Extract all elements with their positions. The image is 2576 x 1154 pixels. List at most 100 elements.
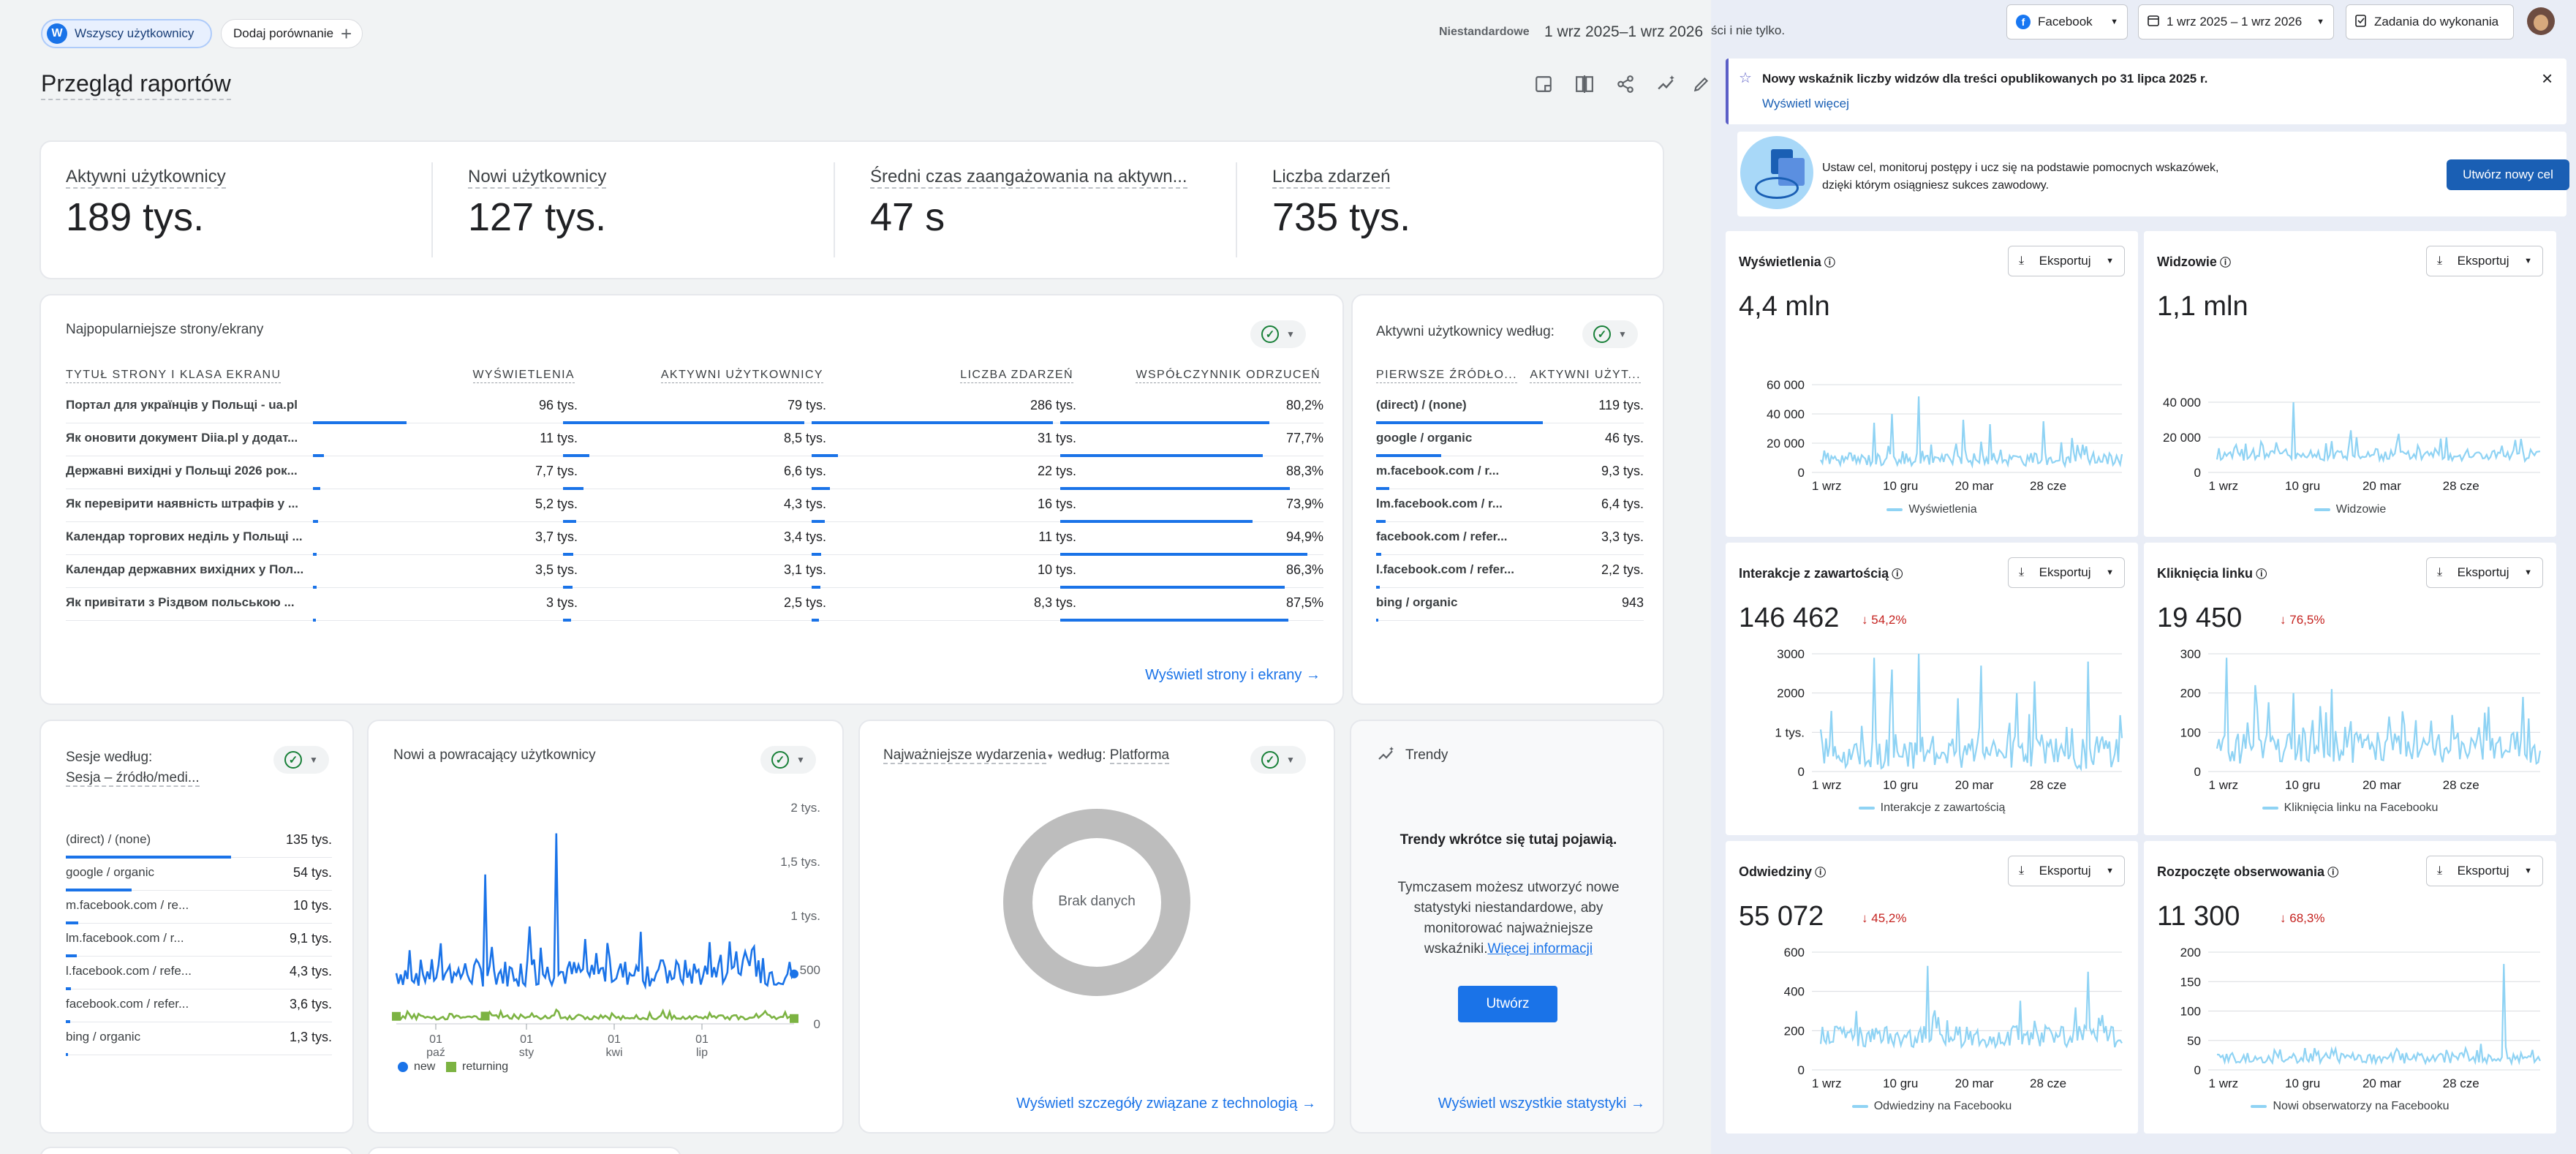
info-icon[interactable]: ⓘ (1812, 867, 1827, 879)
view-insights-link[interactable]: Wyświetl wszystkie statystyki → (1438, 1095, 1645, 1112)
chevron-down-icon: ▼ (1618, 329, 1627, 339)
list-item[interactable]: facebook.com / refer... 3,6 tys. (66, 989, 332, 1023)
value-bar (812, 586, 820, 589)
table-row[interactable]: bing / organic 943 (1376, 588, 1644, 622)
add-compare-button[interactable]: Dodaj porównanie + (221, 19, 363, 48)
export-button[interactable]: ⤓ Eksportuj ▼ (2426, 246, 2543, 276)
export-button[interactable]: ⤓ Eksportuj ▼ (2008, 246, 2125, 276)
page-title: Przegląd raportów (41, 70, 231, 100)
date-range[interactable]: 1 wrz 2025–1 wrz 2026 (1544, 23, 1704, 40)
export-button[interactable]: ⤓ Eksportuj ▼ (2008, 557, 2125, 588)
notice-link[interactable]: Wyświetl więcej (1762, 97, 1849, 110)
table-row[interactable]: lm.facebook.com / r... 6,4 tys. (1376, 489, 1644, 523)
column-header[interactable]: PIERWSZE ŹRÓDŁO... (1376, 369, 1517, 383)
page-title-cell[interactable]: Як привітати з Різдвом польською ... (66, 595, 295, 609)
table-row[interactable]: Як оновити документ Diia.pl у додат... 11… (66, 423, 1323, 457)
status-dropdown[interactable]: ✓ ▼ (1250, 320, 1306, 348)
value-bar (66, 889, 132, 891)
view-tech-link[interactable]: Wyświetl szczegóły związane z technologi… (1016, 1095, 1316, 1112)
metric-title: Rozpoczęte obserwowania ⓘ (2157, 864, 2338, 880)
table-row[interactable]: google / organic 46 tys. (1376, 423, 1644, 457)
column-header[interactable]: LICZBA ZDARZEŃ (960, 369, 1073, 383)
check-icon: ✓ (1261, 325, 1280, 343)
list-item[interactable]: bing / organic 1,3 tys. (66, 1022, 332, 1056)
date-range-dropdown[interactable]: 1 wrz 2025 – 1 wrz 2026 ▼ (2138, 4, 2334, 39)
list-item[interactable]: lm.facebook.com / r... 9,1 tys. (66, 924, 332, 957)
column-header[interactable]: AKTYWNI UŻYT... (1530, 369, 1641, 383)
card-title[interactable]: Najważniejsze wydarzenia▼ według: Platfo… (883, 747, 1170, 764)
page-title-cell[interactable]: Державні вихідні у Польщі 2026 рок... (66, 464, 298, 478)
info-icon[interactable]: ⓘ (2324, 867, 2339, 879)
table-row[interactable]: Як привітати з Різдвом польською ... 3 ty… (66, 588, 1323, 622)
column-header[interactable]: WSPÓŁCZYNNIK ODRZUCEŃ (1136, 369, 1321, 383)
metric-cell: 3,1 tys. (783, 562, 826, 577)
goal-card: Ustaw cel, monitoruj postępy i ucz się n… (1737, 132, 2569, 216)
page-title-cell[interactable]: Як перевірити наявність штрафів у ... (66, 497, 299, 510)
create-goal-button[interactable]: Utwórz nowy cel (2447, 159, 2569, 190)
tasks-button[interactable]: Zadania do wykonania (2346, 4, 2514, 39)
table-row[interactable]: m.facebook.com / r... 9,3 tys. (1376, 456, 1644, 490)
partial-card (39, 1147, 354, 1154)
info-icon[interactable]: ⓘ (2253, 568, 2267, 581)
page-title-cell[interactable]: Календар торгових неділь у Польщі ... (66, 529, 303, 543)
table-row[interactable]: facebook.com / refer... 3,3 tys. (1376, 522, 1644, 556)
all-users-chip[interactable]: W Wszyscy użytkownicy (41, 19, 212, 48)
value-bar (1060, 619, 1288, 622)
value-bar (1376, 586, 1380, 589)
column-header[interactable]: WYŚWIETLENIA (472, 369, 575, 383)
export-button[interactable]: ⤓ Eksportuj ▼ (2426, 856, 2543, 886)
metric-value: 11 300 (2157, 901, 2240, 932)
table-row[interactable]: (direct) / (none) 119 tys. (1376, 391, 1644, 424)
status-dropdown[interactable]: ✓ ▼ (1582, 320, 1638, 348)
view-pages-link[interactable]: Wyświetl strony i ekrany → (1145, 667, 1321, 684)
info-icon[interactable]: ⓘ (1821, 257, 1835, 269)
metric-cell: 6,6 tys. (783, 464, 826, 478)
list-item[interactable]: google / organic 54 tys. (66, 858, 332, 891)
table-row[interactable]: l.facebook.com / refer... 2,2 tys. (1376, 555, 1644, 589)
list-item[interactable]: l.facebook.com / refe... 4,3 tys. (66, 957, 332, 990)
insights-icon[interactable] (1654, 72, 1679, 97)
create-button[interactable]: Utwórz (1458, 986, 1557, 1022)
column-header[interactable]: TYTUŁ STRONY I KLASA EKRANU (66, 369, 282, 383)
kpi-engagement-time[interactable]: Średni czas zaangażowania na aktywn... 4… (870, 167, 1187, 240)
series-marker (392, 1011, 401, 1021)
page-title-cell[interactable]: Календар державних вихідних у Пол... (66, 562, 304, 576)
platform-dropdown[interactable]: f Facebook ▼ (2006, 4, 2128, 39)
export-button[interactable]: ⤓ Eksportuj ▼ (2426, 557, 2543, 588)
status-dropdown[interactable]: ✓ ▼ (760, 746, 816, 774)
list-item[interactable]: m.facebook.com / re... 10 tys. (66, 891, 332, 924)
share-icon[interactable] (1613, 72, 1638, 97)
close-icon[interactable]: × (2542, 67, 2553, 89)
note-icon[interactable] (1531, 72, 1556, 97)
kpi-event-count[interactable]: Liczba zdarzeń 735 tys. (1272, 167, 1410, 240)
page-title-cell[interactable]: Портал для українців у Польщі - ua.pl (66, 398, 298, 412)
table-row[interactable]: Календар державних вихідних у Пол... 3,5 … (66, 555, 1323, 589)
list-item[interactable]: (direct) / (none) 135 tys. (66, 825, 332, 859)
export-button[interactable]: ⤓ Eksportuj ▼ (2008, 856, 2125, 886)
compare-icon[interactable] (1572, 72, 1597, 97)
table-row[interactable]: Як перевірити наявність штрафів у ... 5,2… (66, 489, 1323, 523)
status-dropdown[interactable]: ✓ ▼ (273, 746, 329, 774)
metric-cell: 8,3 tys. (1033, 595, 1076, 610)
edit-icon[interactable] (1692, 72, 1711, 97)
x-tick-label: 28 cze (2443, 479, 2479, 493)
source-name: facebook.com / refer... (1376, 529, 1508, 543)
goal-text: Ustaw cel, monitoruj postępy i ucz się n… (1822, 162, 2219, 192)
kpi-active-users[interactable]: Aktywni użytkownicy 189 tys. (66, 167, 226, 240)
kpi-new-users[interactable]: Nowi użytkownicy 127 tys. (468, 167, 607, 240)
more-info-link[interactable]: Więcej informacji (1487, 941, 1593, 957)
check-icon: ✓ (284, 751, 303, 769)
page-title-cell[interactable]: Як оновити документ Diia.pl у додат... (66, 431, 298, 445)
info-icon[interactable]: ⓘ (1889, 568, 1903, 581)
avatar[interactable] (2527, 7, 2555, 35)
info-icon[interactable]: ⓘ (2216, 257, 2232, 269)
table-row[interactable]: Календар торгових неділь у Польщі ... 3,7… (66, 522, 1323, 556)
metric-series-line (2216, 964, 2541, 1066)
change-badge: ↓ 68,3% (2280, 911, 2324, 926)
status-dropdown[interactable]: ✓ ▼ (1250, 746, 1306, 774)
source-name: google / organic (1376, 431, 1473, 445)
check-icon: ✓ (771, 751, 790, 769)
column-header[interactable]: AKTYWNI UŻYTKOWNICY (660, 369, 823, 383)
table-row[interactable]: Портал для українців у Польщі - ua.pl 96 … (66, 391, 1323, 424)
table-row[interactable]: Державні вихідні у Польщі 2026 рок... 7,7… (66, 456, 1323, 490)
